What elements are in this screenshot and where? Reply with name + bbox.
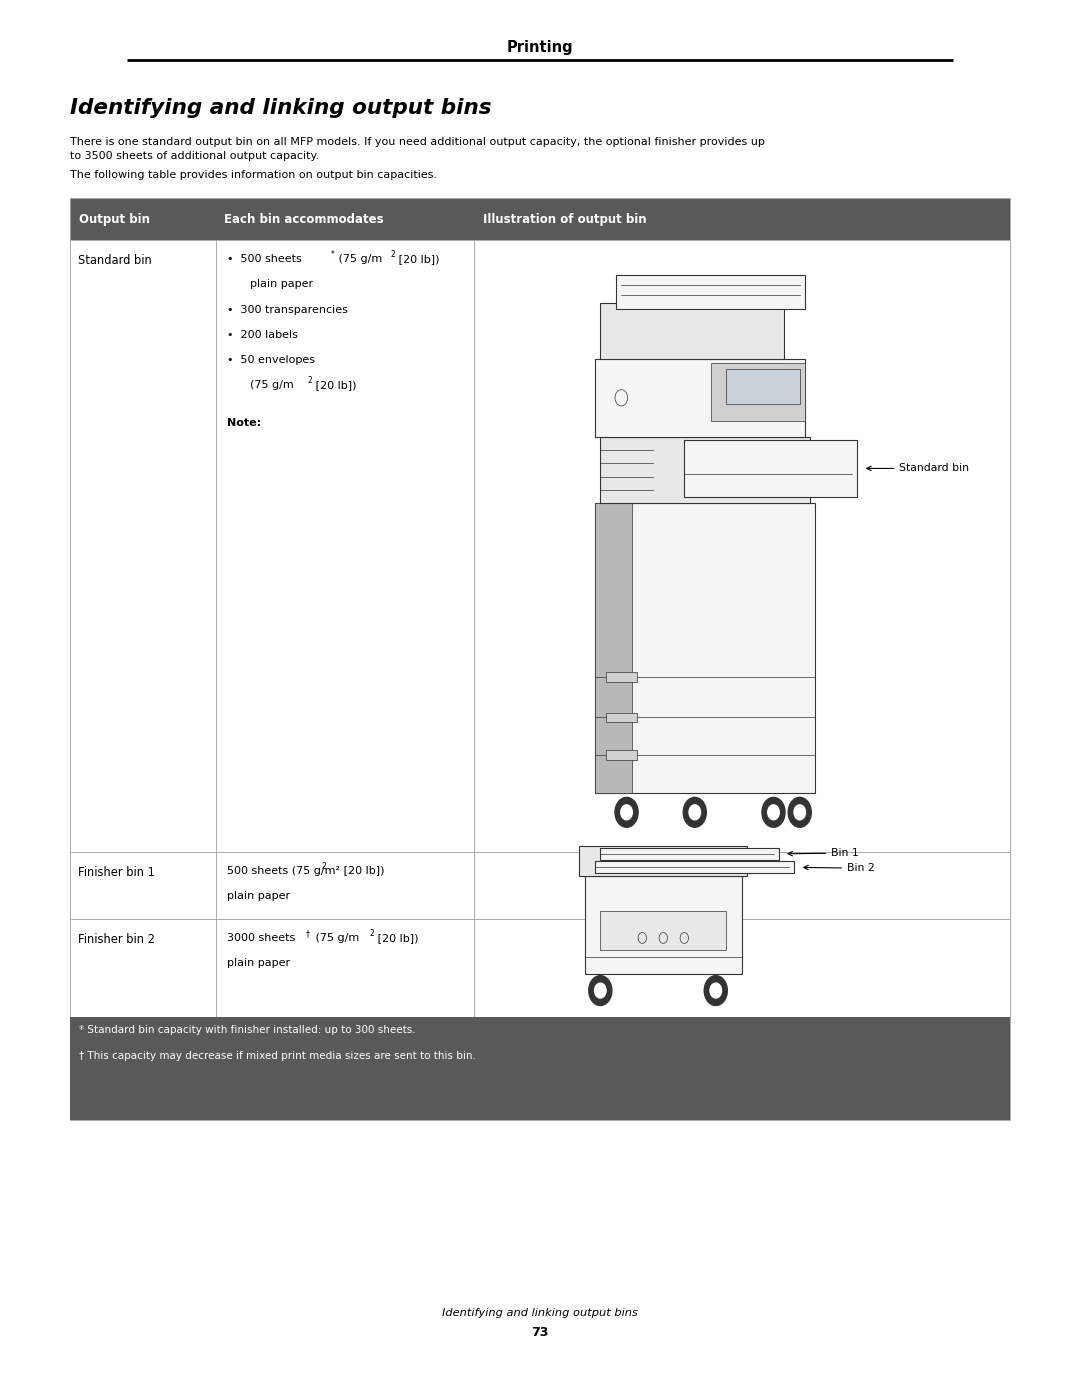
Text: •  300 transparencies: • 300 transparencies <box>227 305 348 314</box>
Polygon shape <box>616 275 805 309</box>
Bar <box>70 198 1010 1120</box>
Polygon shape <box>685 440 858 497</box>
Text: Finisher bin 2: Finisher bin 2 <box>78 933 154 946</box>
Bar <box>70 1017 1010 1120</box>
Text: The following table provides information on output bin capacities.: The following table provides information… <box>70 170 437 180</box>
Circle shape <box>710 983 721 997</box>
Text: Finisher bin 1: Finisher bin 1 <box>78 866 154 879</box>
Text: 2: 2 <box>322 862 326 870</box>
Text: †: † <box>306 929 309 937</box>
Text: •  50 envelopes: • 50 envelopes <box>227 355 314 365</box>
Polygon shape <box>606 672 637 682</box>
Circle shape <box>794 805 806 820</box>
Polygon shape <box>726 369 799 404</box>
Polygon shape <box>600 437 810 503</box>
Circle shape <box>615 798 638 827</box>
Text: Identifying and linking output bins: Identifying and linking output bins <box>70 98 491 117</box>
Text: Printing: Printing <box>507 41 573 54</box>
Circle shape <box>684 798 706 827</box>
Text: 73: 73 <box>531 1326 549 1340</box>
Text: Bin 1: Bin 1 <box>788 848 859 858</box>
Bar <box>70 198 1010 240</box>
Text: 2: 2 <box>391 250 395 258</box>
Circle shape <box>621 805 632 820</box>
Circle shape <box>589 975 612 1006</box>
Text: *: * <box>330 250 334 258</box>
Polygon shape <box>595 503 632 792</box>
Polygon shape <box>600 911 726 950</box>
Text: •  500 sheets: • 500 sheets <box>227 254 301 264</box>
Text: 500 sheets (75 g/m² [20 lb]): 500 sheets (75 g/m² [20 lb]) <box>227 866 384 876</box>
Circle shape <box>689 805 701 820</box>
Text: plain paper: plain paper <box>227 891 289 901</box>
Circle shape <box>768 805 780 820</box>
Text: Note:: Note: <box>227 418 260 427</box>
Polygon shape <box>579 847 747 876</box>
Text: [20 lb]): [20 lb]) <box>395 254 440 264</box>
Text: 3000 sheets: 3000 sheets <box>227 933 295 943</box>
Circle shape <box>595 983 606 997</box>
Polygon shape <box>600 303 784 359</box>
Text: plain paper: plain paper <box>227 958 289 968</box>
Text: Standard bin: Standard bin <box>78 254 151 267</box>
Text: (75 g/m: (75 g/m <box>335 254 382 264</box>
Polygon shape <box>600 848 779 861</box>
Text: 2: 2 <box>369 929 374 937</box>
Text: 2: 2 <box>308 376 312 384</box>
Text: (75 g/m: (75 g/m <box>251 380 294 390</box>
Polygon shape <box>606 712 637 722</box>
Polygon shape <box>595 503 815 792</box>
Polygon shape <box>606 750 637 760</box>
Circle shape <box>788 798 811 827</box>
Text: Bin 2: Bin 2 <box>804 863 875 873</box>
Polygon shape <box>584 876 742 974</box>
Text: •  200 labels: • 200 labels <box>227 330 297 339</box>
Text: * Standard bin capacity with finisher installed: up to 300 sheets.: * Standard bin capacity with finisher in… <box>79 1025 416 1035</box>
Text: Each bin accommodates: Each bin accommodates <box>225 212 384 226</box>
Polygon shape <box>711 363 805 420</box>
Text: There is one standard output bin on all MFP models. If you need additional outpu: There is one standard output bin on all … <box>70 137 765 161</box>
Text: Output bin: Output bin <box>79 212 150 226</box>
Polygon shape <box>595 359 805 437</box>
Polygon shape <box>595 862 795 873</box>
Text: (75 g/m: (75 g/m <box>312 933 360 943</box>
Text: plain paper: plain paper <box>251 279 313 289</box>
Text: Standard bin: Standard bin <box>867 464 970 474</box>
Text: [20 lb]): [20 lb]) <box>374 933 418 943</box>
Text: Illustration of output bin: Illustration of output bin <box>483 212 647 226</box>
Text: [20 lb]): [20 lb]) <box>312 380 356 390</box>
Circle shape <box>762 798 785 827</box>
Text: Identifying and linking output bins: Identifying and linking output bins <box>442 1308 638 1319</box>
Text: † This capacity may decrease if mixed print media sizes are sent to this bin.: † This capacity may decrease if mixed pr… <box>79 1051 475 1060</box>
Circle shape <box>704 975 727 1006</box>
